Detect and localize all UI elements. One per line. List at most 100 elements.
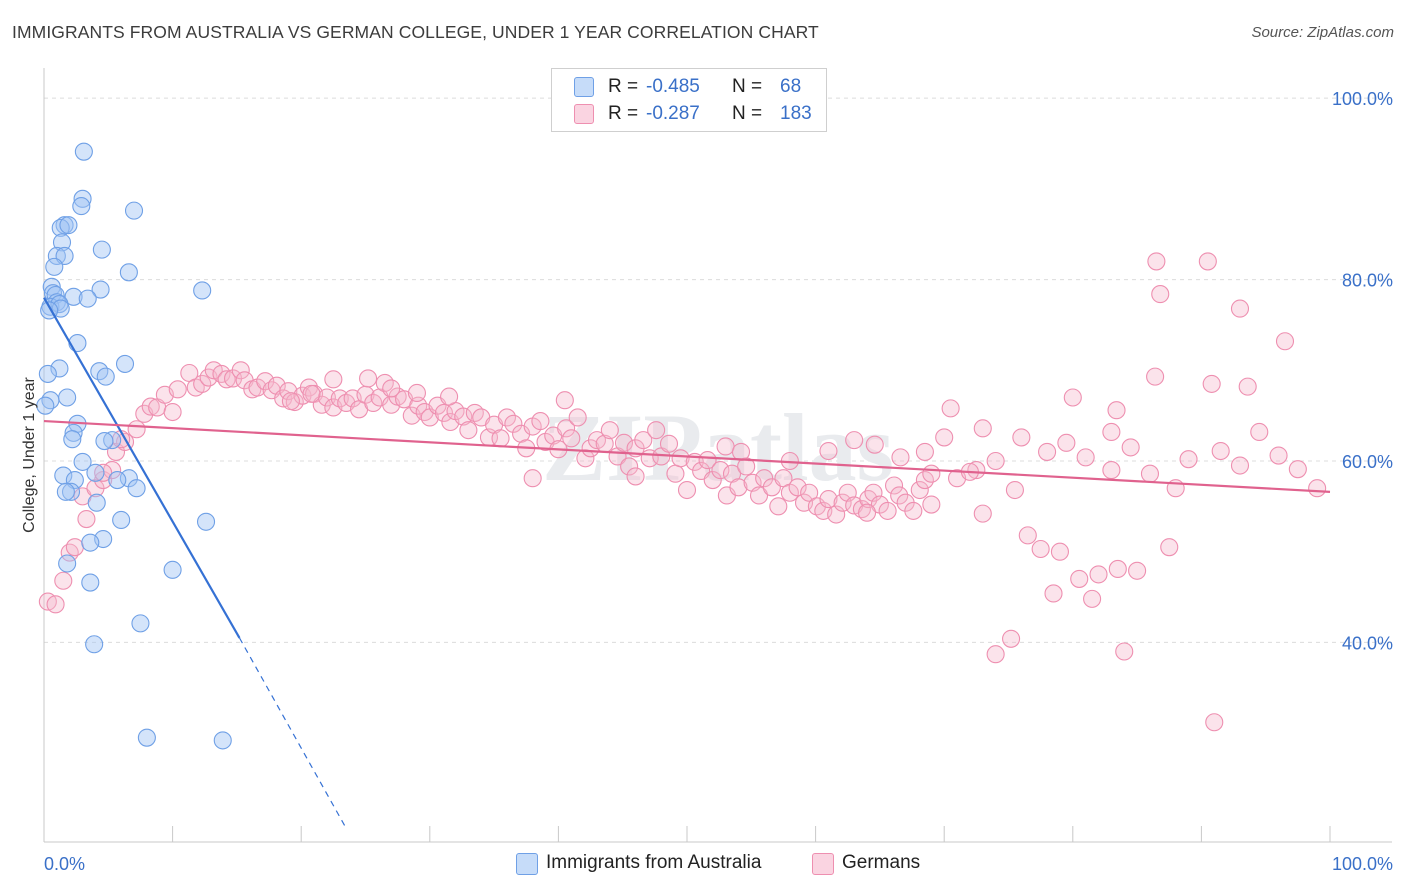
series-label-australia: Immigrants from Australia — [546, 852, 762, 873]
point-germans — [454, 407, 473, 426]
point-germans — [833, 493, 852, 512]
point-australia — [137, 728, 156, 747]
point-germans — [973, 419, 992, 438]
point-germans — [967, 461, 986, 480]
point-germans — [1205, 713, 1224, 732]
point-germans — [1211, 441, 1230, 461]
point-germans — [317, 388, 336, 407]
series-swatch-germans — [812, 853, 834, 875]
point-australia — [50, 359, 69, 378]
point-germans — [922, 464, 941, 483]
point-germans — [382, 379, 401, 398]
point-germans — [922, 495, 941, 514]
point-australia — [103, 431, 122, 450]
x-tick-label: 0.0% — [44, 854, 85, 874]
point-australia — [124, 201, 144, 220]
axes — [43, 68, 1392, 843]
point-australia — [58, 388, 77, 407]
point-germans — [769, 497, 788, 516]
point-australia — [193, 281, 212, 300]
point-germans — [1275, 332, 1295, 351]
point-germans — [60, 543, 79, 562]
point-australia — [36, 396, 55, 415]
point-germans — [1108, 559, 1127, 579]
point-australia — [58, 554, 77, 573]
point-germans — [1031, 539, 1050, 559]
point-germans — [1128, 561, 1147, 580]
point-australia — [131, 614, 150, 633]
point-australia — [73, 452, 92, 471]
point-germans — [1179, 450, 1198, 469]
point-germans — [512, 424, 531, 443]
point-germans — [698, 451, 717, 470]
tick-labels: 100.0% 80.0% 60.0% 40.0% 0.0% 100.0% — [44, 89, 1393, 874]
point-australia — [86, 463, 105, 482]
point-germans — [819, 490, 838, 509]
y-tick-label: 40.0% — [1342, 633, 1393, 653]
point-germans — [890, 486, 909, 505]
legend-r-value: -0.287 — [646, 103, 700, 124]
legend-n-value: 183 — [780, 103, 812, 124]
point-germans — [1038, 442, 1057, 461]
point-australia — [74, 142, 93, 161]
point-australia — [52, 233, 72, 252]
point-australia — [85, 635, 104, 654]
point-germans — [986, 645, 1005, 664]
point-germans — [1250, 422, 1269, 442]
legend-r-value: -0.485 — [646, 76, 700, 97]
trend-lines — [43, 297, 1331, 829]
point-germans — [1308, 479, 1327, 498]
point-germans — [330, 389, 349, 408]
point-germans — [491, 429, 510, 448]
series-label-germans: Germans — [842, 852, 921, 873]
point-germans — [459, 421, 478, 440]
y-axis-label: College, Under 1 year — [21, 377, 38, 533]
point-germans — [302, 384, 321, 403]
point-germans — [1121, 438, 1140, 457]
point-germans — [737, 457, 756, 476]
point-germans — [634, 431, 653, 450]
point-germans — [504, 414, 523, 433]
point-germans — [531, 412, 550, 431]
point-germans — [1089, 565, 1108, 584]
point-germans — [65, 538, 84, 557]
point-germans — [711, 461, 730, 480]
point-germans — [614, 433, 634, 452]
point-germans — [852, 500, 871, 519]
point-australia — [92, 240, 111, 259]
point-germans — [1140, 464, 1160, 483]
point-germans — [935, 428, 954, 447]
point-australia — [87, 493, 106, 512]
point-germans — [1288, 460, 1307, 479]
point-germans — [904, 501, 923, 520]
point-germans — [562, 429, 581, 448]
point-germans — [1115, 642, 1134, 661]
point-germans — [231, 361, 250, 380]
point-australia — [59, 216, 78, 235]
point-germans — [910, 480, 929, 500]
point-australia — [73, 189, 92, 208]
point-germans — [1076, 448, 1095, 467]
point-australia — [108, 470, 127, 490]
point-australia — [112, 510, 131, 530]
point-germans — [281, 392, 300, 411]
point-australia — [91, 280, 110, 299]
point-germans — [434, 403, 453, 422]
point-germans — [359, 369, 378, 388]
point-germans — [1012, 428, 1031, 447]
point-germans — [891, 448, 910, 467]
point-germans — [1102, 461, 1121, 480]
point-germans — [555, 391, 574, 410]
legend-swatch-australia — [574, 77, 594, 97]
point-germans — [878, 501, 897, 520]
point-germans — [256, 372, 275, 391]
y-tick-label: 60.0% — [1342, 452, 1393, 472]
point-germans — [557, 419, 576, 438]
point-australia — [56, 482, 75, 501]
point-germans — [819, 441, 838, 461]
point-germans — [94, 463, 113, 482]
legend-r-label: R = — [608, 76, 639, 97]
point-germans — [168, 380, 187, 399]
point-germans — [857, 503, 877, 522]
